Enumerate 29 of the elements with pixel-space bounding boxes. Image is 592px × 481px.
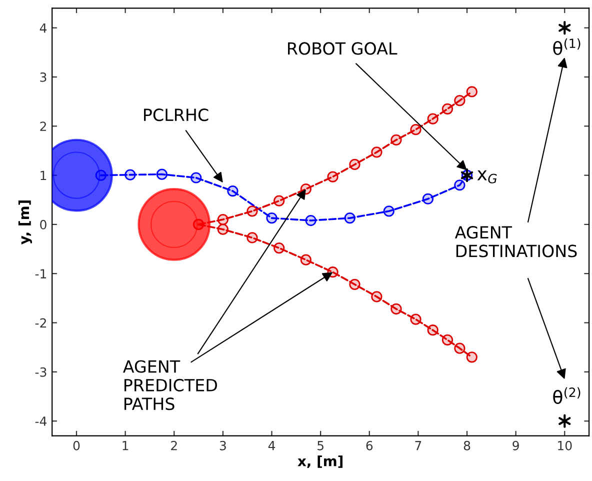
x-tick-label: 9 [512, 440, 519, 450]
annotation: θ$^{(1)}$ [553, 38, 580, 56]
annotation: AGENT PREDICTED PATHS [123, 360, 217, 410]
annotation: PCLRHC [144, 108, 208, 122]
x-tick-label: 2 [171, 440, 177, 450]
annotation: ROBOT GOAL [288, 42, 398, 55]
x-tick-label: 5 [318, 441, 324, 450]
annotation: x$_{G}$ [477, 170, 497, 184]
x-tick-label: 10 [558, 440, 572, 450]
annotation: θ$^{(2)}$ [553, 387, 580, 404]
y-tick-label: 2 [40, 122, 46, 131]
y-tick-label: 1 [40, 170, 46, 180]
x-tick-label: 1 [122, 441, 128, 450]
annotation: AGENT DESTINATIONS [454, 226, 577, 258]
x-tick-label: 3 [220, 440, 226, 450]
y-tick-label: -1 [35, 269, 46, 278]
y-tick-label: -2 [35, 318, 46, 328]
x-tick-label: 8 [464, 440, 470, 450]
x-tick-label: 0 [73, 440, 80, 450]
y-tick-label: -4 [35, 416, 47, 426]
y-tick-label: 4 [40, 23, 47, 33]
x-tick-label: 7 [415, 441, 422, 450]
x-tick-label: 6 [366, 440, 373, 450]
y-tick-label: 0 [40, 220, 46, 230]
x-axis-title: x, [m] [298, 456, 342, 468]
x-tick-label: 4 [268, 441, 276, 450]
y-axis-title: y, [m] [18, 200, 32, 244]
y-tick-label: -3 [35, 367, 46, 377]
y-tick-label: 3 [40, 72, 46, 82]
